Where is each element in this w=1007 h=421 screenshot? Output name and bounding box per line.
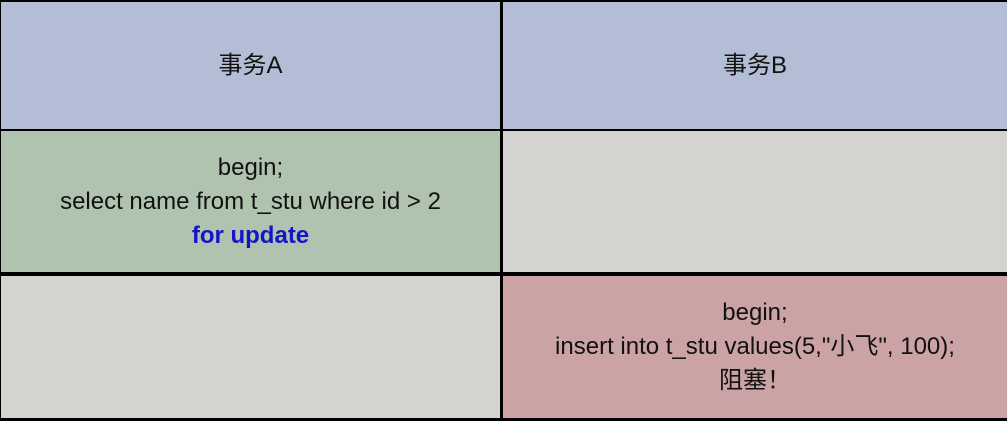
txn-b-sql: begin; insert into t_stu values(5,"小飞", … [555, 296, 955, 398]
txn-a-step-cell: begin; select name from t_stu where id >… [1, 131, 500, 272]
txn-b-line2: insert into t_stu values(5,"小飞", 100); [555, 333, 955, 360]
txn-b-line1: begin; [722, 299, 788, 326]
txn-b-step-cell: begin; insert into t_stu values(5,"小飞", … [503, 276, 1007, 418]
txn-a-sql: begin; select name from t_stu where id >… [60, 151, 441, 253]
header-transaction-a: 事务A [1, 2, 500, 129]
header-transaction-b: 事务B [503, 2, 1007, 129]
txn-a-empty-cell [1, 276, 500, 418]
header-b-label: 事务B [722, 51, 787, 79]
txn-a-line2: select name from t_stu where id > 2 [60, 187, 441, 215]
txn-b-line3: 阻塞！ [718, 367, 791, 394]
txn-a-line3-highlight: for update [191, 221, 310, 249]
header-a-label: 事务A [218, 51, 283, 79]
txn-a-line1: begin; [217, 153, 284, 181]
txn-b-empty-cell [503, 131, 1007, 272]
